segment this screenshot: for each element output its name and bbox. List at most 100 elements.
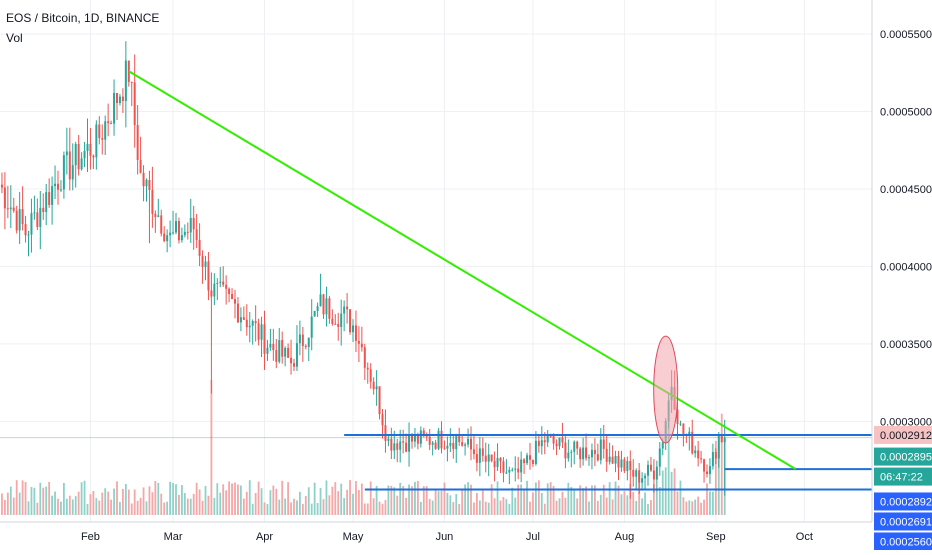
candle-body [110,123,113,125]
volume-bar [623,491,626,515]
volume-bar [284,498,287,515]
volume-bar [720,413,723,515]
volume-bar [334,482,337,515]
price-tag [874,492,932,511]
volume-bar [275,488,278,515]
volume-bar [688,500,691,515]
volume-bar [183,493,186,515]
volume-bar [355,481,357,515]
candle-body [608,456,611,462]
candle-body [107,121,110,124]
volume-bar [632,492,635,515]
volume-bar [304,495,307,515]
candle-body [325,298,328,315]
volume-bar [405,497,407,515]
volume-bar [257,481,260,515]
highlight-ellipse[interactable] [653,335,679,444]
candle-body [104,121,107,140]
volume-bar [113,488,115,515]
candle-body [24,224,27,236]
volume-bar [535,482,537,515]
volume-bar [638,482,641,515]
volume-bar [422,486,425,515]
candle-body [310,316,313,338]
volume-bar [585,486,587,515]
volume-bar [225,490,228,515]
candle-body [92,155,95,158]
candle-body [337,323,340,327]
volume-bar [89,494,92,515]
y-tick-label: 0.0005000 [880,107,932,119]
volume-bar [310,503,313,515]
candle-body [652,470,655,480]
volume-bar [172,482,174,515]
candle-body [428,436,431,445]
candle-body [287,347,290,358]
candle-body [331,318,334,324]
volume-bar [570,486,573,515]
volume-bar [154,481,157,515]
candle-body [163,233,166,242]
x-tick-label: Aug [615,531,635,543]
volume-bar [396,495,399,515]
volume-bar [458,503,461,515]
volume-bar [658,486,661,515]
volume-bar [437,491,440,515]
volume-bar [478,500,481,515]
candle-body [431,442,434,445]
volume-bar [419,501,422,515]
volume-bar [163,502,166,515]
candle-body [531,459,534,464]
volume-bar [358,490,360,515]
candle-body [478,448,481,463]
volume-bar [697,496,700,515]
candle-body [611,456,614,464]
candle-body [354,325,357,341]
candle-body [661,442,664,449]
candle-body [142,172,145,187]
volume-bar [281,480,284,515]
candle-body [490,454,493,461]
volume-bar [313,482,316,515]
candle-body [443,448,446,450]
volume-bar [124,484,127,515]
volume-bar [470,484,472,515]
volume-bar [706,483,708,515]
volume-bar [136,500,139,515]
candle-body [399,441,402,450]
candle-body [564,442,567,459]
candle-body [319,294,322,307]
price-tag [874,447,932,466]
candle-body [284,347,287,357]
volume-bar [714,440,717,515]
volume-bar [700,502,702,515]
volume-bar [617,485,620,515]
candle-body [558,437,561,447]
descending-trendline[interactable] [128,70,797,470]
candle-body [676,409,679,424]
volume-bar [328,495,331,515]
candle-body [27,234,30,236]
volume-bar [207,495,210,515]
candle-body [198,239,201,256]
volume-bar [15,480,18,515]
volume-bar [266,504,269,515]
candle-body [154,213,157,217]
candle-body [248,325,251,328]
volume-bar [4,499,6,515]
candle-body [39,207,42,227]
volume-bar [6,492,9,515]
candle-body [390,438,393,451]
volume-bar [21,480,24,515]
candle-body [366,367,369,370]
candle-body [378,386,381,415]
volume-bar [629,484,632,515]
candle-body [316,306,319,311]
volume-bar [104,488,107,515]
volume-bar [573,488,576,515]
volume-bar [449,495,452,515]
price-tag [874,467,932,486]
candle-body [207,261,210,291]
